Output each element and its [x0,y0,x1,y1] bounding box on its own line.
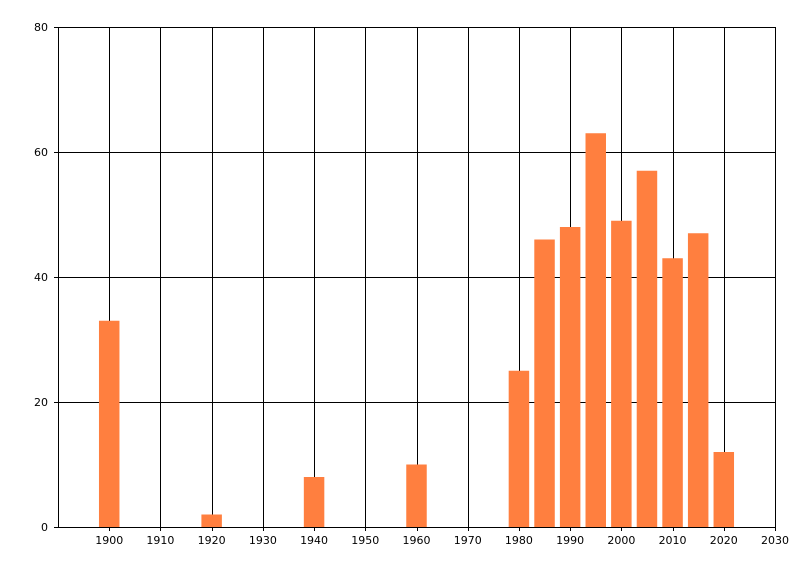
bar [687,233,709,527]
x-tick-label: 1930 [249,534,277,547]
x-tick-label: 1940 [300,534,328,547]
bar [303,477,325,527]
bar [559,227,581,527]
bar [713,452,735,527]
x-tick-label: 2030 [761,534,789,547]
x-tick-label: 1970 [454,534,482,547]
x-tick-label: 1920 [198,534,226,547]
y-tick-label: 40 [34,271,48,284]
y-tick-label: 60 [34,146,48,159]
axes [58,27,775,528]
x-tick-label: 1990 [556,534,584,547]
bars [98,133,735,527]
x-tick-label: 1910 [146,534,174,547]
grid-lines [54,27,776,531]
bar [636,170,658,527]
y-tick-label: 20 [34,396,48,409]
bar [611,220,632,527]
y-tick-label: 0 [41,521,48,534]
x-tick-label: 1900 [95,534,123,547]
y-axis-ticks: 0 20 40 60 80 [34,21,48,534]
bar [585,133,606,527]
x-axis-ticks: 1900 1910 1920 1930 1940 1950 1960 1970 1980 1990… [95,534,789,547]
x-tick-label: 1980 [505,534,533,547]
bar [508,370,530,527]
x-tick-label: 1950 [351,534,379,547]
x-tick-label: 2000 [607,534,635,547]
bar [406,464,427,527]
x-tick-label: 2020 [710,534,738,547]
bar [98,320,120,527]
bar [201,514,222,527]
x-tick-label: 2010 [659,534,687,547]
x-tick-label: 1960 [403,534,431,547]
y-tick-label: 80 [34,21,48,34]
bar [662,258,683,527]
bar [534,239,555,527]
